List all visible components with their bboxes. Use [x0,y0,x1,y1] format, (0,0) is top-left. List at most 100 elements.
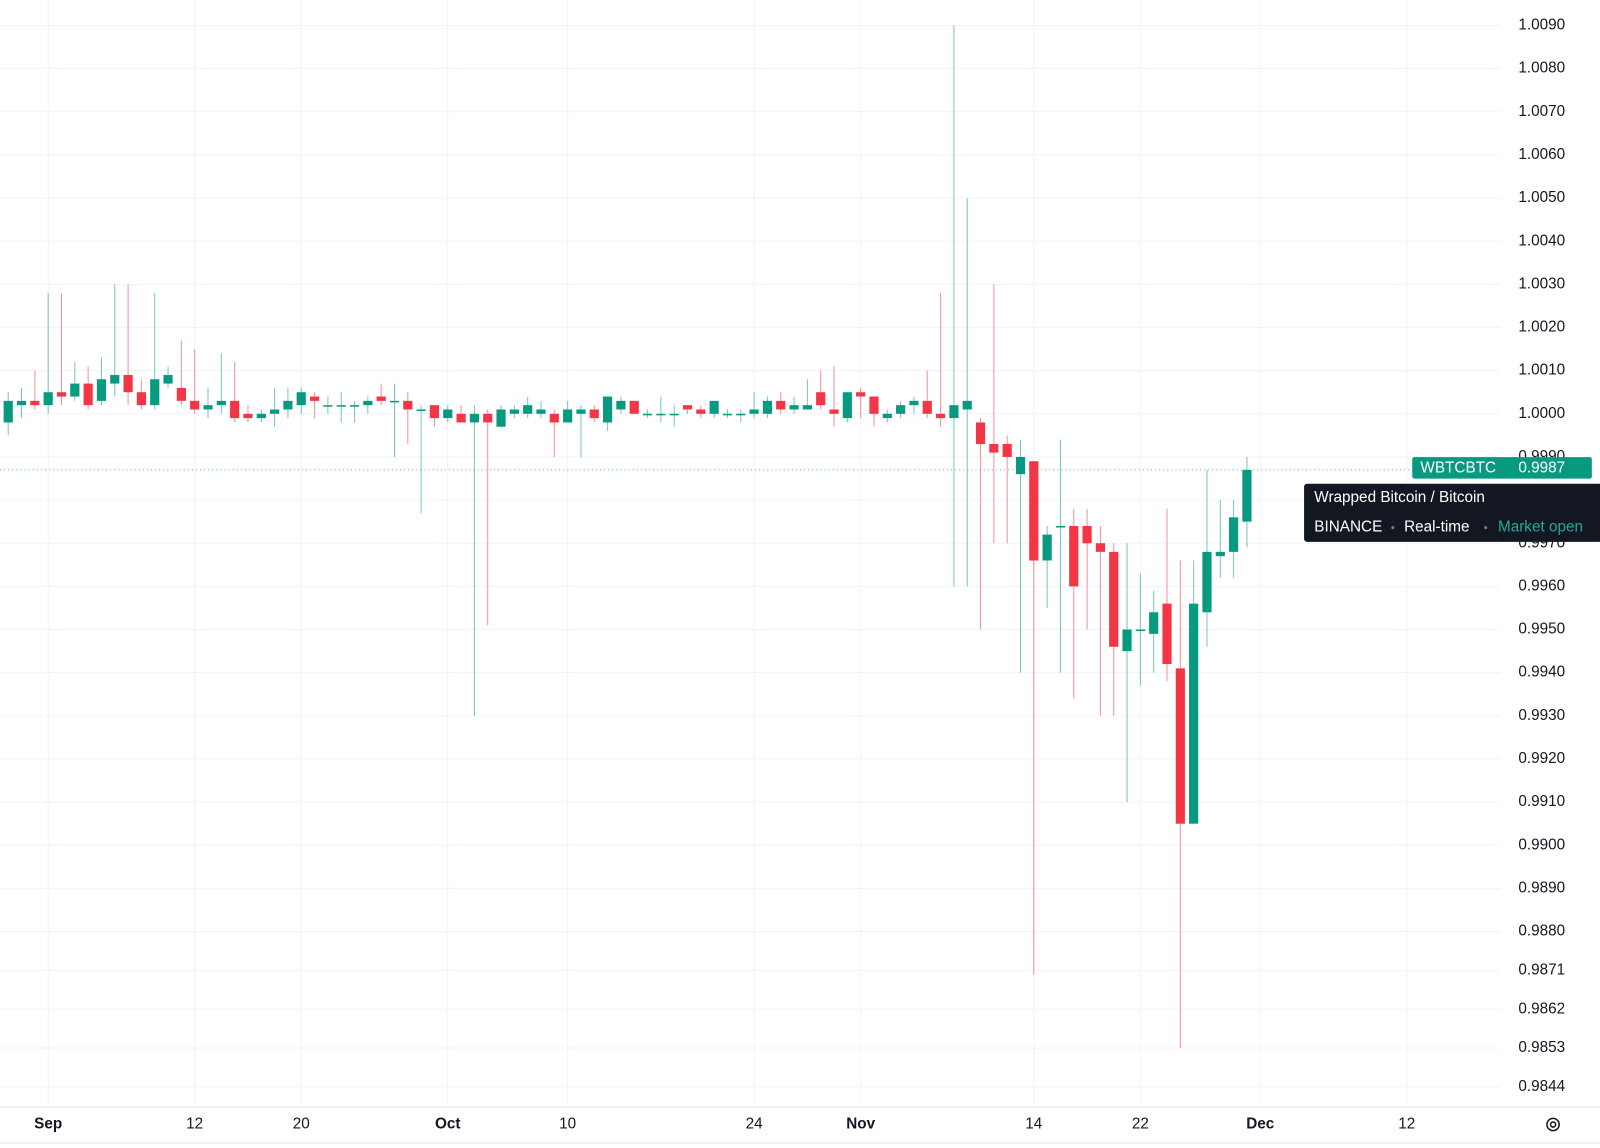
candle-body [1055,525,1066,528]
y-tick-label: 1.0030 [1518,275,1565,292]
candle-body [1149,612,1159,634]
candle-body [1122,629,1132,652]
candle-body [30,400,40,406]
candle-body [576,409,586,414]
candle-body [123,374,133,393]
candle-body [349,405,360,407]
tooltip-separator [1391,526,1395,530]
y-tick-label: 0.9862 [1518,1000,1565,1017]
candle-body [776,400,786,410]
candle-body [456,413,466,423]
candle-body [656,413,666,416]
candle-body [523,405,533,414]
y-tick-label: 0.9910 [1518,793,1565,810]
candle-body [376,396,386,401]
y-tick-label: 0.9940 [1518,664,1565,681]
candle-body [1109,551,1119,647]
candle-body [163,374,173,384]
candle-body [256,413,266,419]
y-tick-label: 0.9930 [1518,707,1565,724]
candle-body [696,409,706,414]
candle-body [1175,668,1185,824]
candle-body [136,392,147,406]
y-tick-label: 1.0060 [1518,146,1565,163]
candle-body [536,409,546,414]
candle-body [1202,551,1212,613]
tooltip-feed: Real-time [1404,519,1469,536]
y-tick-label: 1.0000 [1518,405,1565,422]
x-tick-label: 10 [559,1116,576,1133]
candle-body [909,400,919,406]
candle-body [1095,543,1106,552]
candle-body [43,392,53,406]
x-tick-label: Nov [846,1116,875,1133]
y-tick-label: 0.9844 [1518,1078,1565,1095]
x-tick-label: Sep [34,1116,62,1133]
x-tick-label: 20 [293,1116,310,1133]
y-tick-label: 0.9900 [1518,836,1565,853]
candle-body [483,413,493,423]
candle-body [589,409,599,419]
y-tick-label: 0.9871 [1518,961,1565,978]
candle-body [709,400,719,414]
candle-body [922,400,932,414]
candle-body [203,405,213,410]
candle-body [243,413,253,419]
candle-body [270,409,280,414]
y-tick-label: 1.0050 [1518,189,1565,206]
overlay: WBTCBTC 0.9987 Wrapped Bitcoin / Bitcoin… [1304,457,1600,542]
tooltip-exchange: BINANCE [1314,519,1382,536]
candle-body [802,405,812,410]
candle-body [642,413,653,416]
tooltip-status[interactable]: Market open [1498,519,1583,536]
candle-body [1015,456,1026,475]
candle-body [83,383,93,406]
x-tick-label: 22 [1132,1116,1149,1133]
candle-body [509,409,519,414]
settings-icon-ring [1546,1117,1560,1132]
x-tick-label: Dec [1246,1116,1275,1133]
candle-body [96,379,107,401]
candle-body [176,387,186,401]
candle-body [150,379,160,406]
candle-body [549,413,559,423]
candle-body [283,400,293,410]
candle-body [403,400,413,410]
candle-body [3,400,13,423]
price-label-bg [1412,457,1592,479]
candle-body [1029,461,1039,561]
candle-body [563,409,573,423]
candle-body [323,405,333,407]
y-tick-label: 0.9960 [1518,577,1565,594]
candle-body [190,400,200,410]
candle-body [16,400,27,406]
tooltip-name: Wrapped Bitcoin / Bitcoin [1314,489,1485,506]
y-tick-label: 0.9880 [1518,923,1565,940]
candle-body [56,392,67,397]
y-tick-label: 0.9920 [1518,750,1565,767]
settings-icon-core [1549,1121,1557,1128]
y-tick-label: 1.0090 [1518,17,1565,34]
y-tick-label: 1.0080 [1518,60,1565,77]
candle-body [856,392,866,397]
y-tick-label: 1.0070 [1518,103,1565,120]
candle-body [1002,443,1012,457]
candle-body [962,400,972,410]
candle-body [722,413,733,416]
candle-body [429,405,440,419]
candle-body [443,409,453,419]
candle-body [1215,551,1225,557]
settings-icon[interactable] [1546,1117,1560,1132]
candle-body [896,405,906,414]
candle-body [935,413,946,419]
candle-body [616,400,626,410]
x-tick-label: 12 [1398,1116,1415,1133]
candle-body [469,413,479,423]
x-tick-label: 14 [1025,1116,1043,1133]
candle-body [789,405,799,410]
candle-body [842,392,852,419]
candle-body [816,392,826,406]
